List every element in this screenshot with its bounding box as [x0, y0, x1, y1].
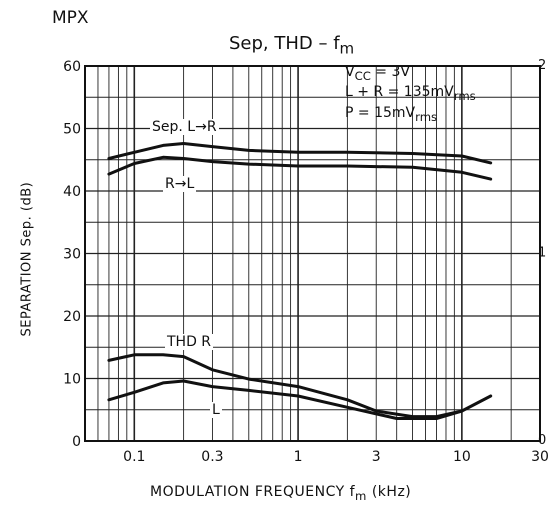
x-tick-labels: 0.1 0.3 1 3 10 30: [123, 449, 549, 465]
series-label-thd-l: L: [210, 402, 222, 418]
chart-title-sub: m: [339, 39, 355, 58]
y-tick-label: 0: [72, 434, 81, 450]
y-axis-label: SEPARATION Sep. (dB): [19, 181, 35, 337]
x-tick-label: 30: [531, 449, 549, 465]
vcc-sub: CC: [354, 68, 371, 83]
x-tick-label: 3: [372, 449, 381, 465]
vcc-main: V: [345, 64, 355, 80]
y2-tick-label: 2: [538, 58, 546, 73]
p-sub: rms: [415, 109, 438, 124]
y-tick-labels: 0 10 20 30 40 50 60: [63, 59, 81, 450]
series-label-sep-lr: Sep. L→R: [150, 119, 219, 135]
y2-tick-label: 1: [538, 246, 546, 261]
x-tick-label: 10: [453, 449, 471, 465]
condition-lr: L + R = 135mVrms: [345, 84, 476, 103]
plot-frame: [84, 65, 541, 442]
x-tick-label: 0.3: [201, 449, 223, 465]
y-tick-label: 20: [63, 309, 81, 325]
x-axis-label-unit: (kHz): [366, 484, 412, 500]
p-main: P = 15mV: [345, 105, 416, 121]
y2-tick-labels: 0 1 2: [538, 58, 546, 448]
x-axis-label: MODULATION FREQUENCY fm (kHz): [150, 484, 411, 503]
series-line-4: [107, 379, 493, 420]
condition-p: P = 15mVrms: [345, 105, 437, 124]
series-line-1: [107, 142, 493, 165]
y-tick-label: 10: [63, 372, 81, 388]
vcc-value: = 3V: [370, 64, 410, 80]
chart-title: Sep, THD – fm: [229, 33, 354, 58]
series-lines: [107, 142, 493, 420]
lr-sub: rms: [453, 88, 476, 103]
lr-main: L + R = 135mV: [345, 84, 454, 100]
y-tick-label: 50: [63, 122, 81, 138]
x-tick-label: 1: [294, 449, 303, 465]
y-tick-label: 30: [63, 247, 81, 263]
series-label-thd-r: THD R: [165, 334, 214, 350]
y2-tick-label: 0: [538, 433, 546, 448]
y-tick-label: 40: [63, 184, 81, 200]
x-axis-label-main: MODULATION FREQUENCY f: [150, 484, 356, 500]
series-line-2: [107, 155, 493, 181]
series-label-sep-rl: R→L: [163, 176, 197, 192]
chart-title-main: Sep, THD – f: [229, 33, 340, 54]
series-line-3: [107, 353, 464, 419]
x-axis-label-sub: m: [355, 488, 367, 503]
y-tick-label: 60: [63, 59, 81, 75]
x-tick-label: 0.1: [123, 449, 145, 465]
section-label: MPX: [52, 8, 89, 28]
condition-vcc: VCC = 3V: [345, 64, 410, 83]
